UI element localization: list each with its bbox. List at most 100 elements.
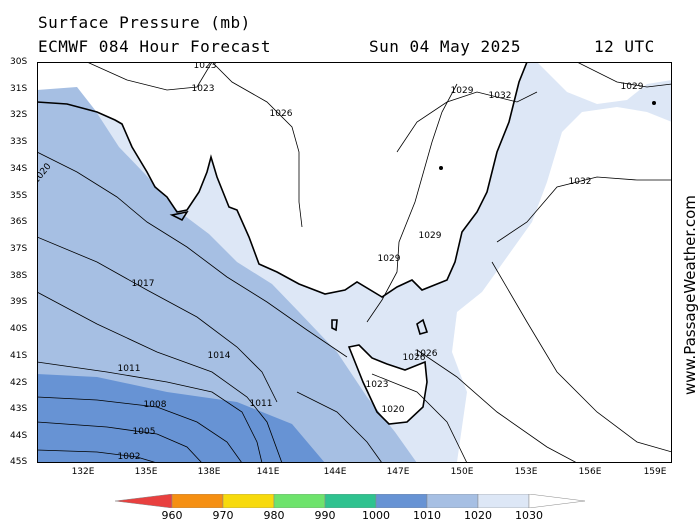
isobar-label: 1005 xyxy=(133,427,156,437)
isobar-line xyxy=(491,261,672,453)
lat-label: 40S xyxy=(10,324,28,334)
kangaroo-island xyxy=(169,210,189,222)
isobar-label: 1029 xyxy=(419,231,442,241)
lat-label: 32S xyxy=(10,110,28,120)
isobar-line xyxy=(296,391,383,463)
lat-label: 42S xyxy=(10,378,28,388)
lon-label: 150E xyxy=(450,467,474,477)
lon-label: 159E xyxy=(643,467,667,477)
scale-label: 970 xyxy=(212,509,234,522)
isobar-label: 1029 xyxy=(451,86,474,96)
lat-label: 35S xyxy=(10,191,28,201)
scale-bin xyxy=(171,494,224,508)
isobar-line xyxy=(396,91,538,153)
scale-arrow-high xyxy=(528,494,585,508)
forecast-time: 12 UTC xyxy=(594,37,655,56)
isobar-label: 1032 xyxy=(489,91,512,101)
scale-label: 1020 xyxy=(464,509,492,522)
lon-label: 153E xyxy=(514,467,538,477)
forecast-date: Sun 04 May 2025 xyxy=(369,37,521,56)
flinders-island xyxy=(416,318,429,335)
isobar-label: 1026 xyxy=(270,109,293,119)
scale-bin xyxy=(324,494,377,508)
band-1010-1020 xyxy=(37,87,417,463)
isobar-line xyxy=(37,396,243,463)
band-above-1030 xyxy=(452,107,672,463)
watermark-text: www.PassageWeather.com xyxy=(681,195,699,395)
isobar-line xyxy=(37,236,278,403)
lat-label: 45S xyxy=(10,457,28,467)
lat-label: 34S xyxy=(10,164,28,174)
isobar-label: 1032 xyxy=(569,177,592,187)
lat-label: 38S xyxy=(10,271,28,281)
isobar-line xyxy=(416,349,578,463)
pressure-color-scale xyxy=(115,494,585,508)
pressure-map: 1023 1023 1026 1029 1032 1029 1032 1020 … xyxy=(37,62,672,463)
isobar-label: 1008 xyxy=(144,400,167,410)
isobar-line xyxy=(37,449,158,463)
lat-label: 36S xyxy=(10,217,28,227)
scale-bin xyxy=(273,494,326,508)
tasmania-coastline xyxy=(347,344,428,425)
isobar-line xyxy=(371,373,468,463)
band-1000-1010 xyxy=(37,374,325,463)
isobar-label: 1023 xyxy=(366,380,389,390)
scale-label: 960 xyxy=(161,509,183,522)
isobar-label: 1023 xyxy=(194,62,217,71)
lat-label: 31S xyxy=(10,84,28,94)
lat-label: 44S xyxy=(10,431,28,441)
lon-label: 147E xyxy=(386,467,410,477)
scale-bin xyxy=(426,494,479,508)
isobar-line xyxy=(576,62,672,88)
site-watermark: www.PassageWeather.com xyxy=(681,195,699,395)
lon-label: 132E xyxy=(71,467,95,477)
lat-label: 39S xyxy=(10,297,28,307)
chart-title: Surface Pressure (mb) xyxy=(38,13,251,32)
lat-label: 30S xyxy=(10,57,28,67)
tasmania-land xyxy=(349,345,427,424)
isobar-line xyxy=(37,151,348,358)
isobar-label: 1029 xyxy=(621,82,644,92)
lon-label: 135E xyxy=(134,467,158,477)
high-center-marker xyxy=(439,166,443,170)
isobar-line xyxy=(37,291,283,463)
isobar-label: 1017 xyxy=(132,279,155,289)
isobar-label: 1023 xyxy=(192,84,215,94)
scale-bin xyxy=(222,494,275,508)
band-above-1030-north xyxy=(537,62,672,104)
isobar-label: 1020 xyxy=(382,405,405,415)
isobar-label: 1011 xyxy=(250,399,273,409)
isobar-line xyxy=(496,176,672,243)
scale-label: 980 xyxy=(263,509,285,522)
lat-label: 37S xyxy=(10,244,28,254)
isobar-label: 1014 xyxy=(208,351,231,361)
australia-land xyxy=(37,62,527,297)
isobar-line xyxy=(37,421,203,463)
lon-label: 141E xyxy=(256,467,280,477)
scale-bin xyxy=(375,494,428,508)
lon-label: 156E xyxy=(578,467,602,477)
scale-label: 1000 xyxy=(362,509,390,522)
isobar-label: 1026 xyxy=(415,349,438,359)
scale-label: 990 xyxy=(314,509,336,522)
king-island xyxy=(331,319,338,332)
lon-label: 138E xyxy=(197,467,221,477)
lat-label: 41S xyxy=(10,351,28,361)
scale-arrow-low xyxy=(115,494,173,508)
isobar-line xyxy=(37,361,263,463)
scale-label: 1010 xyxy=(413,509,441,522)
chart-subtitle: ECMWF 084 Hour Forecast xyxy=(38,37,272,56)
mainland-coastline xyxy=(37,62,528,298)
isobar-line xyxy=(86,62,213,91)
lat-label: 33S xyxy=(10,137,28,147)
high-center-marker xyxy=(652,101,656,105)
scale-bin xyxy=(477,494,530,508)
isobar-label: 1002 xyxy=(118,452,141,462)
lon-label: 144E xyxy=(323,467,347,477)
isobar-label: 1026 xyxy=(403,353,426,363)
lat-label: 43S xyxy=(10,404,28,414)
scale-label: 1030 xyxy=(515,509,543,522)
isobar-label: 1011 xyxy=(118,364,141,374)
isobar-label: 1029 xyxy=(378,254,401,264)
isobar-line xyxy=(211,62,303,228)
